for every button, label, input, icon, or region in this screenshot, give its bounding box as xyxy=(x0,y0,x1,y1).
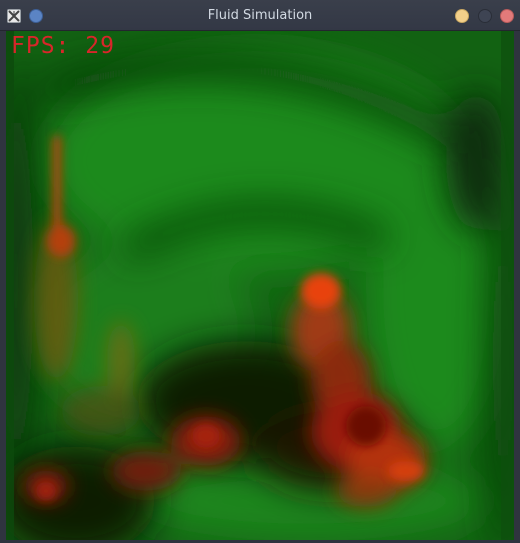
minimize-button[interactable] xyxy=(455,9,469,23)
simulation-canvas[interactable]: FPS: 29 xyxy=(6,31,514,540)
close-button[interactable] xyxy=(500,9,514,23)
fps-counter: FPS: 29 xyxy=(11,33,115,59)
fluid-field xyxy=(6,31,514,540)
title-bar[interactable]: Fluid Simulation xyxy=(0,0,520,31)
window-title: Fluid Simulation xyxy=(207,8,313,23)
sticky-button[interactable] xyxy=(29,9,43,23)
app-icon[interactable] xyxy=(7,9,21,23)
fps-label: FPS: xyxy=(11,33,71,59)
maximize-button[interactable] xyxy=(478,9,492,23)
fps-value: 29 xyxy=(85,33,115,59)
